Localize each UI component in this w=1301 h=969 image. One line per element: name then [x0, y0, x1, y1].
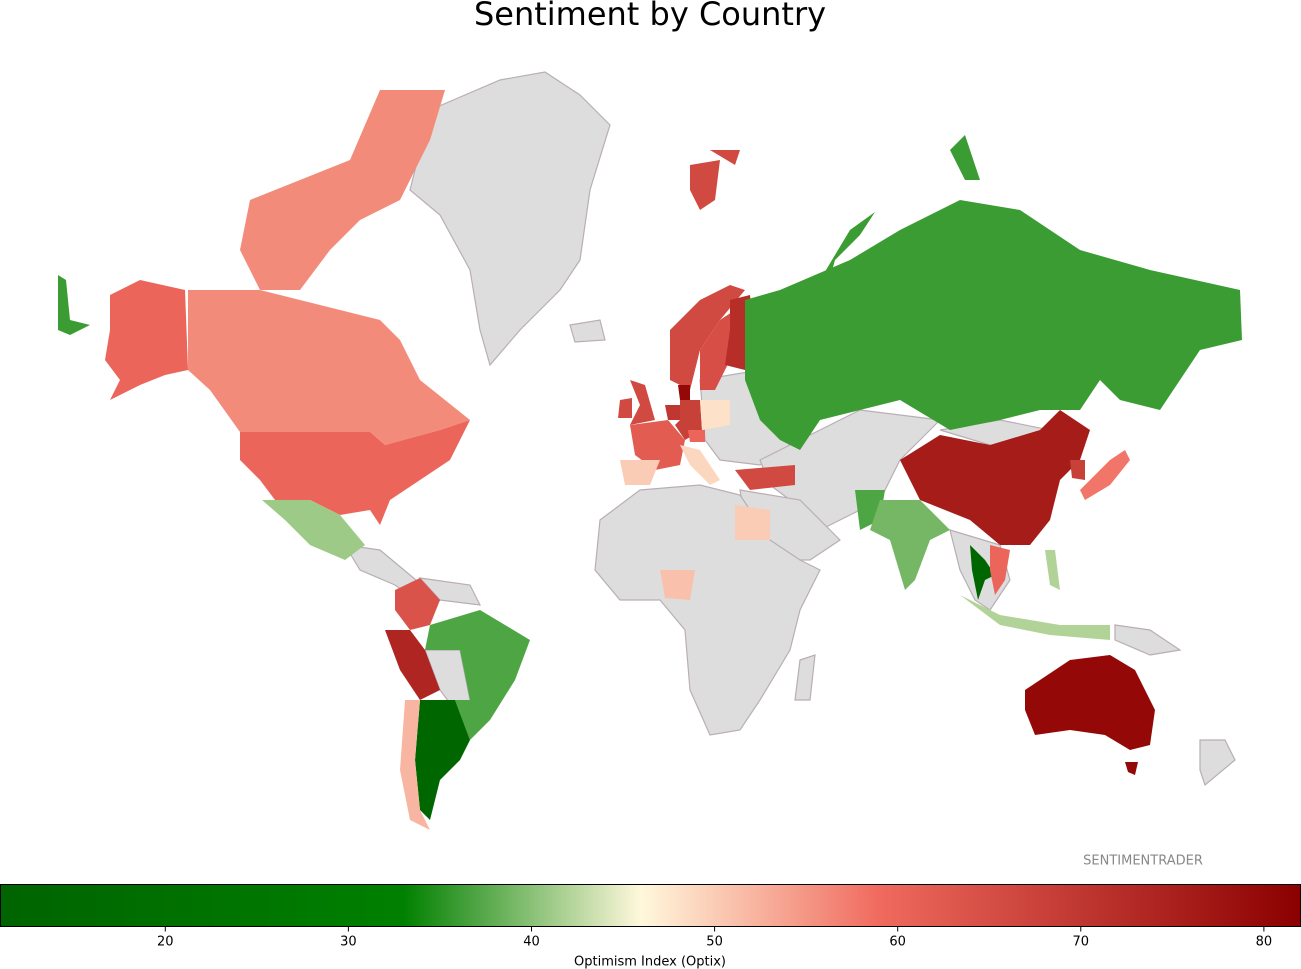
country[interactable]: [970, 545, 995, 600]
land: [594, 484, 821, 736]
country[interactable]: [665, 405, 680, 420]
country[interactable]: [990, 545, 1010, 595]
country[interactable]: [680, 445, 720, 485]
country[interactable]: [395, 578, 440, 630]
colorbar-tick-label: 80: [1256, 935, 1273, 950]
country[interactable]: [700, 310, 735, 390]
country[interactable]: [425, 610, 530, 740]
basemap: [343, 71, 1236, 787]
colorbar-tick-label: 20: [157, 935, 174, 950]
country[interactable]: [900, 410, 1090, 545]
colorbar-tick-label: 60: [889, 935, 906, 950]
country[interactable]: [870, 500, 950, 590]
country[interactable]: [960, 595, 1110, 640]
country[interactable]: [620, 460, 660, 485]
country[interactable]: [400, 700, 430, 830]
colorbar-tick-label: 30: [340, 935, 357, 950]
country[interactable]: [660, 570, 695, 600]
country[interactable]: [262, 500, 365, 560]
country[interactable]: [630, 380, 655, 425]
countries: [58, 90, 1242, 830]
country[interactable]: [670, 150, 745, 390]
country[interactable]: [385, 630, 440, 700]
chart-title: Sentiment by Country: [474, 0, 826, 33]
country[interactable]: [1070, 460, 1085, 480]
colorbar-tick-label: 40: [523, 935, 540, 950]
colorbar-tick-label: 70: [1073, 935, 1090, 950]
country[interactable]: [58, 135, 1242, 450]
country[interactable]: [700, 400, 730, 430]
land: [569, 319, 606, 343]
country[interactable]: [1025, 655, 1155, 775]
land: [409, 71, 611, 367]
country[interactable]: [188, 90, 470, 445]
country[interactable]: [415, 700, 470, 820]
country[interactable]: [618, 398, 632, 418]
country[interactable]: [1045, 550, 1060, 590]
country[interactable]: [105, 280, 470, 525]
watermark: SENTIMENTRADER: [1083, 854, 1203, 869]
land: [1114, 624, 1236, 787]
colorbar-label: Optimism Index (Optix): [574, 955, 726, 969]
country[interactable]: [630, 420, 685, 470]
colorbar: [0, 884, 1301, 927]
country[interactable]: [678, 385, 690, 400]
country[interactable]: [688, 430, 705, 442]
colorbar-tick-label: 50: [706, 935, 723, 950]
country[interactable]: [735, 465, 795, 490]
country[interactable]: [735, 505, 770, 540]
country[interactable]: [1080, 450, 1130, 500]
